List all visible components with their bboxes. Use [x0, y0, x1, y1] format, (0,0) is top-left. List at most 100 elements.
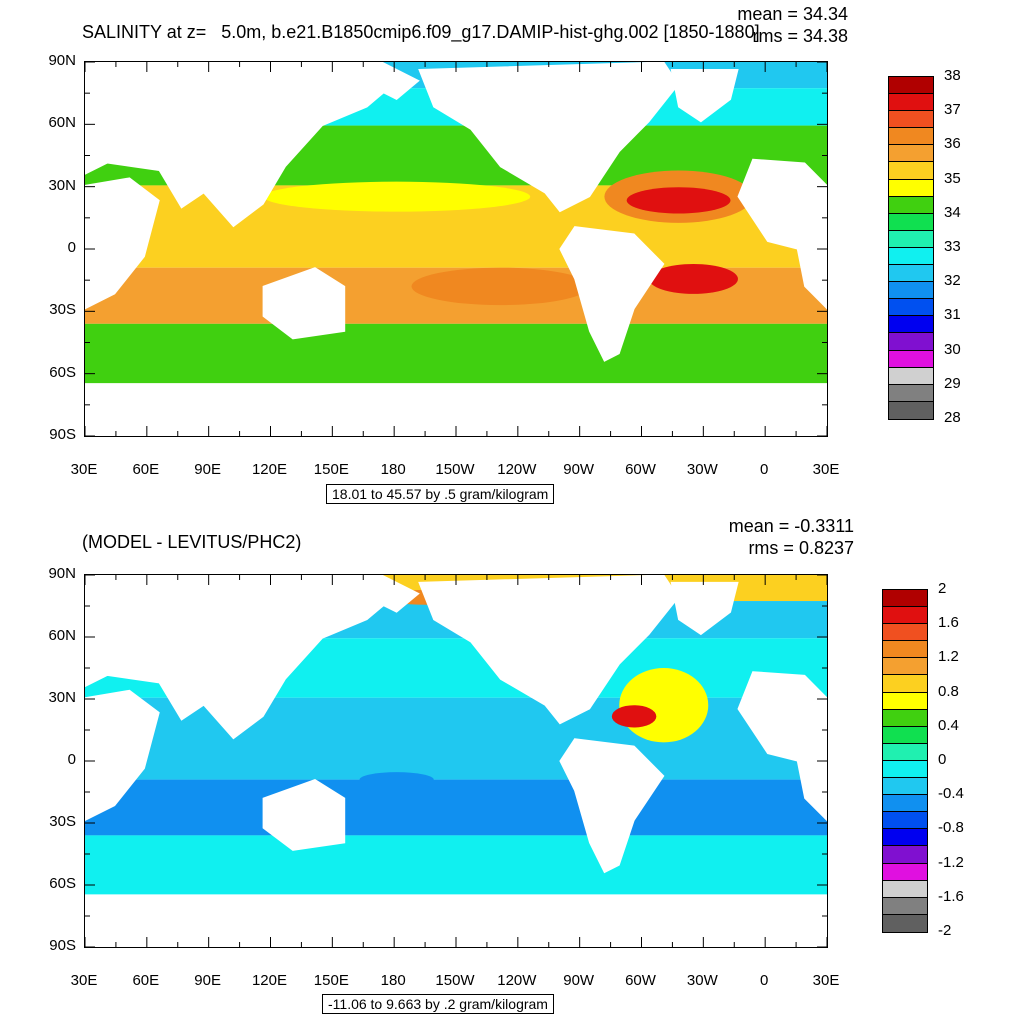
- lon-tick-label: 120W: [497, 461, 537, 478]
- land-mass: [737, 671, 827, 822]
- pacific-negative: [359, 772, 434, 788]
- colorbar-segment: [883, 795, 927, 813]
- colorbar-segment: [883, 709, 927, 727]
- lon-tick-label: 120E: [251, 972, 288, 989]
- colorbar-label: -1.6: [938, 887, 964, 905]
- south-pacific-high: [411, 267, 590, 306]
- colorbar-segment: [889, 162, 933, 180]
- lon-tick-label: 30E: [812, 972, 840, 989]
- lon-tick-label: 60E: [132, 461, 160, 478]
- lat-tick-label: 90S: [49, 937, 76, 954]
- colorbar-label: 30: [944, 340, 961, 358]
- north-pacific-band: [263, 181, 531, 212]
- lat-tick-label: 60N: [48, 114, 76, 132]
- rms-label: rms = 34.38: [752, 26, 848, 46]
- colorbar-segment: [889, 247, 933, 266]
- colorbar-segment: [889, 196, 933, 214]
- colorbar-label: 33: [944, 238, 961, 255]
- salinity-map: [84, 61, 828, 437]
- colorbar-segment: [883, 778, 927, 796]
- colorbar-segment: [883, 641, 927, 659]
- colorbar-label: 34: [944, 203, 961, 221]
- colorbar-segment: [883, 880, 927, 898]
- colorbar-segment: [889, 230, 933, 248]
- colorbar-segment: [889, 333, 933, 351]
- lon-tick-label: 150E: [313, 972, 349, 989]
- contour-info: 18.01 to 45.57 by .5 gram/kilogram: [326, 484, 555, 504]
- colorbar-segment: [889, 401, 933, 419]
- colorbar-segment: [883, 692, 927, 710]
- colorbar-segment: [889, 299, 933, 317]
- colorbar-label: 37: [944, 101, 961, 119]
- lat-tick-label: 30S: [49, 813, 76, 830]
- colorbar-segment: [883, 658, 927, 676]
- lon-tick-label: 30W: [686, 972, 718, 989]
- lat-tick-label: 30N: [48, 689, 76, 706]
- colorbar-label: -0.4: [938, 785, 964, 803]
- colorbar-segment: [889, 179, 933, 197]
- colorbar-segment: [883, 743, 927, 761]
- band-so: [85, 835, 827, 895]
- lon-tick-label: 120E: [251, 461, 288, 478]
- lat-tick-label: 90N: [48, 565, 76, 582]
- colorbar-segment: [889, 111, 933, 129]
- colorbar-label: 31: [944, 306, 961, 324]
- lat-tick-label: 90N: [48, 52, 76, 69]
- colorbar-segment: [889, 94, 933, 112]
- panel-title: (MODEL - LEVITUS/PHC2): [82, 532, 302, 552]
- mean-label: mean = -0.3311: [728, 516, 854, 536]
- colorbar-label: -0.8: [938, 819, 964, 837]
- rms-label: rms = 0.8237: [748, 538, 854, 558]
- lon-tick-label: 60W: [625, 972, 656, 989]
- lat-tick-label: 0: [67, 239, 76, 256]
- colorbar-label: 38: [944, 67, 961, 84]
- colorbar-segment: [883, 812, 927, 830]
- colorbar-label: 0: [938, 751, 947, 768]
- lon-tick-label: 180: [380, 461, 406, 478]
- colorbar-segment: [889, 213, 933, 231]
- difference-panel: (MODEL - LEVITUS/PHC2) mean = -0.3311 rm…: [0, 512, 1024, 1024]
- colorbar-segment: [883, 726, 927, 744]
- lat-tick-label: 60S: [49, 363, 76, 381]
- colorbar-label: 1.6: [938, 614, 959, 632]
- difference-map: [84, 574, 828, 948]
- colorbar-segment: [889, 367, 933, 385]
- land-mass: [262, 267, 346, 340]
- lat-tick-label: 60S: [49, 875, 76, 892]
- colorbar-segment: [889, 384, 933, 402]
- colorbar-segment: [883, 760, 927, 779]
- lon-tick-label: 120W: [497, 972, 537, 989]
- lon-tick-label: 150W: [435, 972, 475, 989]
- lon-tick-label: 90E: [194, 972, 221, 989]
- lon-tick-label: 30E: [812, 461, 840, 478]
- colorbar-segment: [889, 350, 933, 368]
- colorbar-segment: [883, 914, 927, 932]
- atlantic-max-salinity: [626, 187, 731, 214]
- lon-tick-label: 180: [380, 972, 406, 989]
- colorbar-segment: [883, 863, 927, 881]
- land-mass: [559, 226, 665, 362]
- colorbar-label: 32: [944, 272, 961, 290]
- colorbar-label: 0.8: [938, 682, 959, 700]
- lon-tick-label: 150E: [313, 461, 349, 478]
- colorbar-segment: [889, 316, 933, 334]
- gulf-positive: [611, 705, 657, 728]
- colorbar-label: -1.2: [938, 853, 964, 871]
- land-mass: [85, 689, 160, 822]
- lat-tick-label: 0: [67, 751, 76, 768]
- lon-tick-label: 30E: [70, 972, 98, 989]
- salinity-panel: SALINITY at z= 5.0m, b.e21.B1850cmip6.f0…: [48, 4, 961, 504]
- colorbar: [888, 76, 934, 420]
- land-mass: [85, 894, 827, 947]
- colorbar-segment: [883, 675, 927, 693]
- south-atlantic-high: [648, 263, 738, 294]
- mean-label: mean = 34.34: [737, 4, 848, 24]
- lat-tick-label: 30S: [49, 301, 76, 319]
- colorbar-segment: [889, 265, 933, 283]
- colorbar-label: -2: [938, 922, 952, 939]
- lon-tick-label: 0: [759, 972, 769, 989]
- lat-tick-label: 60N: [48, 627, 76, 644]
- colorbar-label: 28: [944, 409, 961, 426]
- lon-tick-label: 60E: [132, 972, 160, 989]
- lon-tick-label: 0: [759, 461, 769, 478]
